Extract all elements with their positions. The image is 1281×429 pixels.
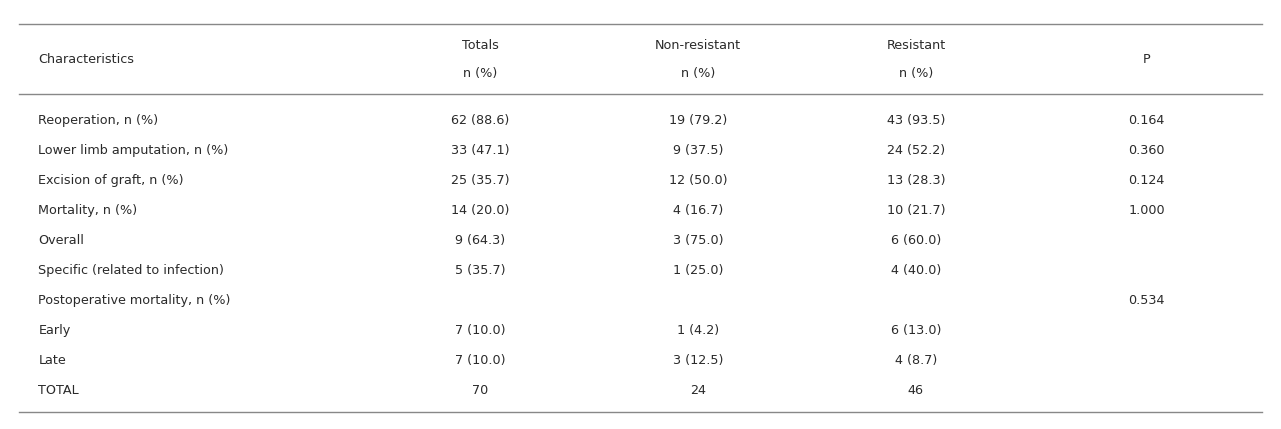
- Text: 25 (35.7): 25 (35.7): [451, 174, 510, 187]
- Text: 43 (93.5): 43 (93.5): [886, 114, 945, 127]
- Text: 10 (21.7): 10 (21.7): [886, 204, 945, 217]
- Text: 19 (79.2): 19 (79.2): [669, 114, 728, 127]
- Text: Postoperative mortality, n (%): Postoperative mortality, n (%): [38, 294, 231, 307]
- Text: 70: 70: [473, 384, 488, 397]
- Text: 1 (4.2): 1 (4.2): [678, 324, 719, 337]
- Text: Non-resistant: Non-resistant: [655, 39, 742, 51]
- Text: 4 (40.0): 4 (40.0): [890, 264, 942, 277]
- Text: 7 (10.0): 7 (10.0): [455, 354, 506, 367]
- Text: Resistant: Resistant: [886, 39, 945, 51]
- Text: 1.000: 1.000: [1129, 204, 1164, 217]
- Text: Late: Late: [38, 354, 67, 367]
- Text: 7 (10.0): 7 (10.0): [455, 324, 506, 337]
- Text: 9 (37.5): 9 (37.5): [673, 144, 724, 157]
- Text: Overall: Overall: [38, 234, 85, 247]
- Text: Excision of graft, n (%): Excision of graft, n (%): [38, 174, 184, 187]
- Text: 12 (50.0): 12 (50.0): [669, 174, 728, 187]
- Text: 3 (12.5): 3 (12.5): [673, 354, 724, 367]
- Text: n (%): n (%): [899, 67, 933, 80]
- Text: P: P: [1143, 53, 1150, 66]
- Text: 14 (20.0): 14 (20.0): [451, 204, 510, 217]
- Text: n (%): n (%): [464, 67, 497, 80]
- Text: 0.360: 0.360: [1129, 144, 1164, 157]
- Text: 1 (25.0): 1 (25.0): [673, 264, 724, 277]
- Text: 46: 46: [908, 384, 924, 397]
- Text: 0.164: 0.164: [1129, 114, 1164, 127]
- Text: 4 (16.7): 4 (16.7): [673, 204, 724, 217]
- Text: 13 (28.3): 13 (28.3): [886, 174, 945, 187]
- Text: 6 (13.0): 6 (13.0): [890, 324, 942, 337]
- Text: Early: Early: [38, 324, 70, 337]
- Text: 24: 24: [690, 384, 706, 397]
- Text: 3 (75.0): 3 (75.0): [673, 234, 724, 247]
- Text: Characteristics: Characteristics: [38, 53, 135, 66]
- Text: Lower limb amputation, n (%): Lower limb amputation, n (%): [38, 144, 229, 157]
- Text: 33 (47.1): 33 (47.1): [451, 144, 510, 157]
- Text: 62 (88.6): 62 (88.6): [451, 114, 510, 127]
- Text: 9 (64.3): 9 (64.3): [455, 234, 506, 247]
- Text: Specific (related to infection): Specific (related to infection): [38, 264, 224, 277]
- Text: Mortality, n (%): Mortality, n (%): [38, 204, 137, 217]
- Text: 0.534: 0.534: [1129, 294, 1164, 307]
- Text: Reoperation, n (%): Reoperation, n (%): [38, 114, 159, 127]
- Text: n (%): n (%): [681, 67, 715, 80]
- Text: TOTAL: TOTAL: [38, 384, 79, 397]
- Text: 24 (52.2): 24 (52.2): [886, 144, 945, 157]
- Text: 5 (35.7): 5 (35.7): [455, 264, 506, 277]
- Text: 0.124: 0.124: [1129, 174, 1164, 187]
- Text: 6 (60.0): 6 (60.0): [890, 234, 942, 247]
- Text: 4 (8.7): 4 (8.7): [895, 354, 936, 367]
- Text: Totals: Totals: [462, 39, 498, 51]
